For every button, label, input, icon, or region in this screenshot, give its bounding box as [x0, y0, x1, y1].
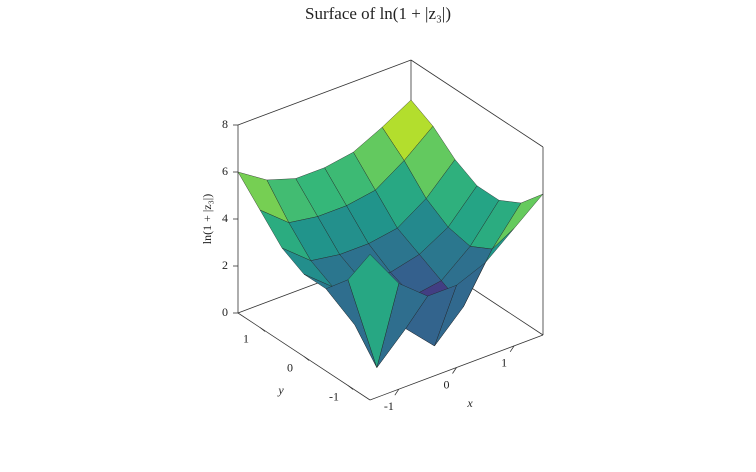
- y-tick: [303, 356, 310, 361]
- x-tick: [394, 388, 400, 396]
- z-tick-label: 6: [222, 164, 228, 178]
- z-axis-label: ln(1 + |z₃|): [200, 194, 214, 244]
- z-tick-label: 8: [222, 117, 228, 131]
- y-axis-label: y: [277, 383, 284, 397]
- x-axis-label: x: [466, 396, 473, 410]
- x-tick-label: 0: [444, 377, 450, 391]
- box-edge: [410, 59, 544, 148]
- x-tick: [452, 367, 457, 374]
- chart-title: Surface of ln(1 + |z₃|): [305, 4, 451, 23]
- box-edge: [237, 59, 412, 126]
- x-tick-label: -1: [384, 399, 394, 413]
- surface-patch: [347, 254, 400, 369]
- y-tick: [347, 385, 354, 390]
- z-tick-label: 4: [222, 211, 228, 225]
- y-tick-label: 1: [243, 331, 249, 345]
- z-tick-label: 0: [222, 305, 228, 319]
- x-tick: [509, 345, 515, 353]
- y-tick-label: 0: [287, 360, 293, 374]
- x-tick-label: 1: [501, 356, 507, 370]
- y-tick-label: -1: [329, 389, 339, 403]
- y-tick: [259, 327, 266, 332]
- z-tick-label: 2: [222, 258, 228, 272]
